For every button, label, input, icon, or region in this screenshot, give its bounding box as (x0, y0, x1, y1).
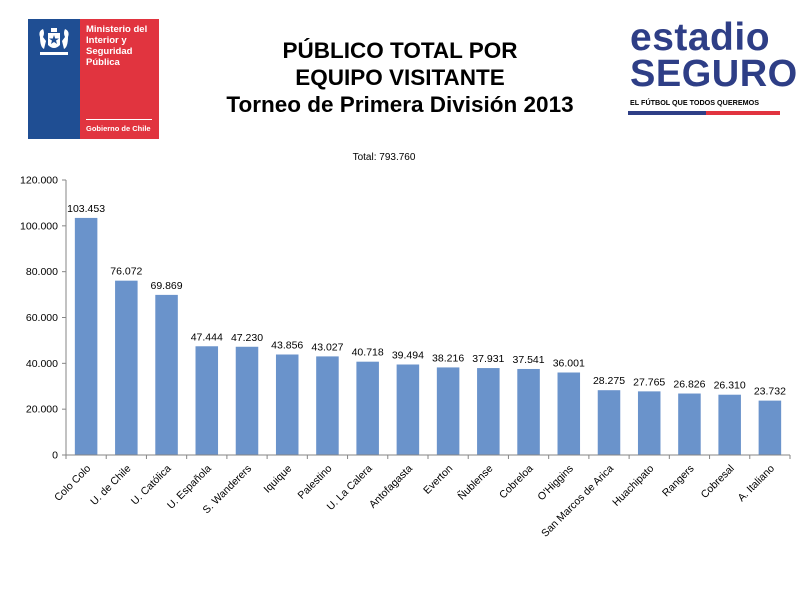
bar (557, 372, 581, 455)
y-tick-label: 120.000 (20, 175, 58, 187)
bar (155, 294, 178, 455)
x-category-label: Everton (421, 463, 455, 497)
bar-chart: Total: 793.760 0 20.000 40.000 60.000 80.000… (20, 152, 791, 540)
x-category-label: Palestino (296, 463, 335, 502)
x-category-label: Antofagasta (367, 463, 415, 511)
bar (477, 368, 500, 455)
estadio-seguro-logo: estadio SEGURO EL FÚTBOL QUE TODOS QUERE… (628, 16, 797, 120)
bar (356, 361, 379, 455)
estadio-logo-word: estadio (630, 16, 771, 59)
y-axis: 0 20.000 40.000 60.000 80.000 100.000 120.000 (20, 175, 67, 462)
x-category-label: Cobreloa (497, 463, 536, 502)
bar (637, 391, 661, 455)
bar-data-label: 76.072 (110, 266, 142, 278)
bar-data-label: 37.931 (472, 353, 504, 365)
bar (235, 346, 259, 455)
logo-stripe-blue (628, 111, 706, 115)
x-category-label: Rangers (660, 463, 697, 500)
x-category-label: Huachipato (610, 463, 656, 509)
title-line-2: EQUIPO VISITANTE (295, 65, 505, 90)
bar (758, 400, 782, 455)
x-category-label: O'Higgins (535, 463, 575, 503)
x-category-label: A. Italiano (736, 463, 778, 505)
x-category-label: San Marcos de Arica (539, 463, 616, 540)
x-category-label: Iquique (261, 463, 294, 496)
bar-data-label: 47.230 (231, 332, 263, 344)
bars: 103.453 76.072 69.869 47.444 47.230 43.856 43.… (67, 203, 786, 455)
bar (718, 394, 741, 455)
x-category-label: Colo Colo (52, 463, 93, 504)
bar (316, 356, 339, 455)
estadio-logo-tagline: EL FÚTBOL QUE TODOS QUEREMOS (630, 98, 759, 107)
gobierno-de-chile-logo: Ministerio del Interior y Seguridad Públ… (28, 19, 159, 139)
bar (517, 368, 540, 455)
bar (74, 217, 98, 455)
bar-data-label: 27.765 (633, 376, 665, 388)
gobierno-de-chile-text: Gobierno de Chile (86, 124, 151, 133)
bar-data-label: 28.275 (593, 375, 625, 387)
ministry-name: Ministerio del Interior y Seguridad Públ… (86, 24, 148, 68)
bar (115, 280, 138, 455)
bar (275, 354, 299, 455)
bar-data-label: 103.453 (67, 203, 105, 215)
x-category-label: Ñublense (455, 462, 496, 503)
bar-data-label: 43.027 (311, 341, 343, 353)
y-tick-label: 0 (52, 450, 58, 462)
y-tick-label: 60.000 (26, 312, 58, 324)
bar (195, 346, 219, 455)
bar (678, 393, 701, 455)
bar-data-label: 43.856 (271, 339, 303, 351)
bar-data-label: 23.732 (754, 386, 786, 398)
total-label: Total: 793.760 (353, 152, 416, 163)
logo-divider (86, 119, 152, 120)
bar-data-label: 26.310 (714, 380, 746, 392)
y-tick-label: 20.000 (26, 404, 58, 416)
chile-coat-of-arms-icon (39, 28, 69, 55)
x-category-label: Cobresal (699, 463, 737, 501)
bar-data-label: 47.444 (191, 331, 223, 343)
bar-data-label: 37.541 (512, 354, 544, 366)
bar-data-label: 26.826 (673, 379, 705, 391)
bar-data-label: 69.869 (150, 280, 182, 292)
title-line-1: PÚBLICO TOTAL POR (282, 38, 518, 63)
bar (436, 367, 460, 455)
title-line-3: Torneo de Primera División 2013 (226, 92, 574, 117)
y-tick-label: 80.000 (26, 266, 58, 278)
chart-title: PÚBLICO TOTAL POR EQUIPO VISITANTE Torne… (160, 37, 640, 118)
bar-data-label: 39.494 (392, 349, 424, 361)
logo-stripe-red (706, 111, 780, 115)
y-tick-label: 100.000 (20, 220, 58, 232)
bar (597, 390, 621, 455)
bar (396, 364, 420, 455)
y-tick-label: 40.000 (26, 358, 58, 370)
bar-data-label: 36.001 (553, 357, 585, 369)
x-category-label: U. de Chile (88, 463, 133, 508)
bar-data-label: 40.718 (352, 347, 384, 359)
seguro-logo-word: SEGURO (630, 53, 798, 95)
bar-data-label: 38.216 (432, 352, 464, 364)
